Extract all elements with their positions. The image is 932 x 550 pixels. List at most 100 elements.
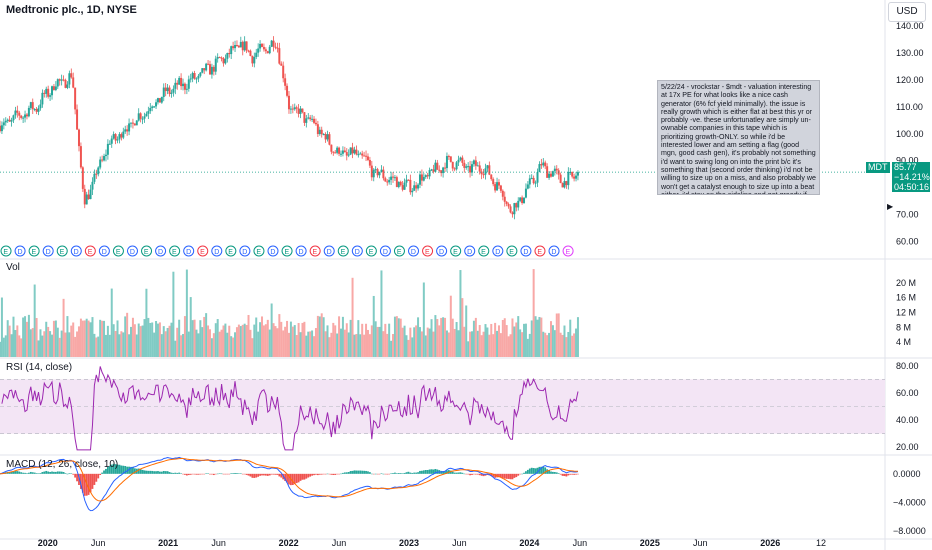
macd-hist-bar (184, 473, 186, 475)
volume-bar (149, 322, 152, 357)
price-axis-label: 70.00 (896, 210, 919, 220)
macd-hist-bar (37, 473, 40, 474)
volume-bar (203, 316, 206, 357)
volume-bar (120, 331, 123, 357)
volume-bar (532, 269, 535, 357)
event-marker-label: D (46, 249, 51, 256)
volume-bar (16, 325, 19, 357)
volume-bar (35, 318, 38, 357)
macd-hist-bar (58, 471, 61, 474)
candle-body (199, 72, 202, 76)
candle-body (378, 171, 381, 176)
candle-body (116, 139, 119, 141)
macd-hist-bar (116, 464, 119, 474)
price-axis-label: 120.00 (896, 75, 924, 85)
macd-hist-bar (301, 473, 304, 480)
macd-line (0, 456, 579, 512)
volume-bar (517, 316, 520, 357)
volume-bar (259, 322, 262, 357)
macd-hist-bar (203, 473, 206, 475)
candle-body (311, 118, 314, 120)
candle-body (359, 153, 362, 155)
macd-hist-bar (407, 471, 410, 474)
volume-bar (492, 334, 495, 357)
candle-body (511, 212, 514, 215)
event-marker-icon (422, 245, 434, 257)
macd-hist-bar (480, 473, 483, 476)
macd-hist-bar (10, 471, 13, 474)
volume-bar (201, 327, 204, 357)
volume-bar (353, 334, 356, 357)
event-marker-icon (323, 245, 335, 257)
volume-bar (64, 332, 67, 357)
macd-hist-bar (155, 471, 157, 474)
candle-body (45, 88, 48, 94)
volume-bar (390, 340, 393, 357)
volume-bar (451, 318, 454, 357)
candle-body (461, 157, 464, 163)
volume-bar (287, 332, 290, 357)
idea-note[interactable]: 5/22/24 - vrockstar - $mdt - valuation i… (657, 80, 820, 195)
macd-hist-bar (178, 472, 181, 474)
volume-bar (87, 320, 90, 357)
volume-bar (482, 331, 485, 357)
candle-body (172, 88, 175, 93)
volume-bar (168, 325, 171, 357)
candle-body (247, 50, 250, 52)
candle-body (349, 147, 352, 155)
candle-body (12, 115, 15, 121)
candle-body (457, 159, 460, 163)
candle-body (261, 43, 264, 47)
candle-body (486, 165, 489, 169)
event-marker-icon (155, 245, 167, 257)
volume-axis-label: 16 M (896, 293, 916, 303)
macd-hist-bar (143, 470, 146, 474)
volume-bar (426, 327, 429, 357)
candle-body (133, 123, 136, 126)
volume-bar (338, 316, 341, 357)
candle-body (85, 194, 88, 205)
volume-bar (413, 327, 416, 357)
volume-bar (4, 335, 7, 357)
macd-hist-bar (286, 473, 288, 483)
candle-body (345, 152, 348, 156)
event-marker-label: D (411, 249, 416, 256)
candle-body (567, 171, 570, 186)
volume-bar (151, 322, 154, 357)
macd-hist-bar (201, 473, 204, 475)
scroll-right-icon[interactable]: ▶ (887, 202, 894, 211)
volume-bar (261, 316, 264, 357)
volume-bar (189, 297, 192, 357)
event-marker-icon (112, 245, 124, 257)
candle-body (332, 151, 335, 153)
macd-hist-bar (259, 473, 261, 476)
macd-hist-bar (453, 472, 456, 474)
macd-hist-bar (446, 470, 448, 474)
macd-hist-bar (230, 473, 233, 474)
macd-hist-bar (284, 473, 287, 481)
chart-title: Medtronic plc., 1D, NYSE (6, 4, 137, 16)
macd-hist-bar (106, 466, 109, 474)
volume-bar (361, 323, 364, 357)
candle-body (203, 68, 206, 71)
macd-hist-bar (293, 473, 296, 485)
volume-bar (407, 339, 410, 357)
volume-bar (214, 323, 217, 357)
candle-body (79, 146, 82, 168)
macd-hist-bar (555, 472, 558, 474)
volume-bar (191, 320, 194, 357)
macd-hist-bar (469, 473, 471, 476)
candle-body (0, 125, 3, 132)
volume-bar (567, 331, 570, 357)
volume-bar (139, 326, 142, 357)
currency-button[interactable]: USD (888, 2, 926, 22)
volume-bar (334, 325, 337, 357)
volume-bar (301, 322, 304, 357)
macd-hist-bar (463, 473, 466, 475)
candle-body (494, 184, 497, 191)
volume-bar (494, 322, 497, 357)
macd-hist-bar (170, 472, 173, 474)
candle-body (476, 165, 479, 167)
volume-bar (472, 320, 475, 357)
volume-bar (253, 324, 256, 357)
